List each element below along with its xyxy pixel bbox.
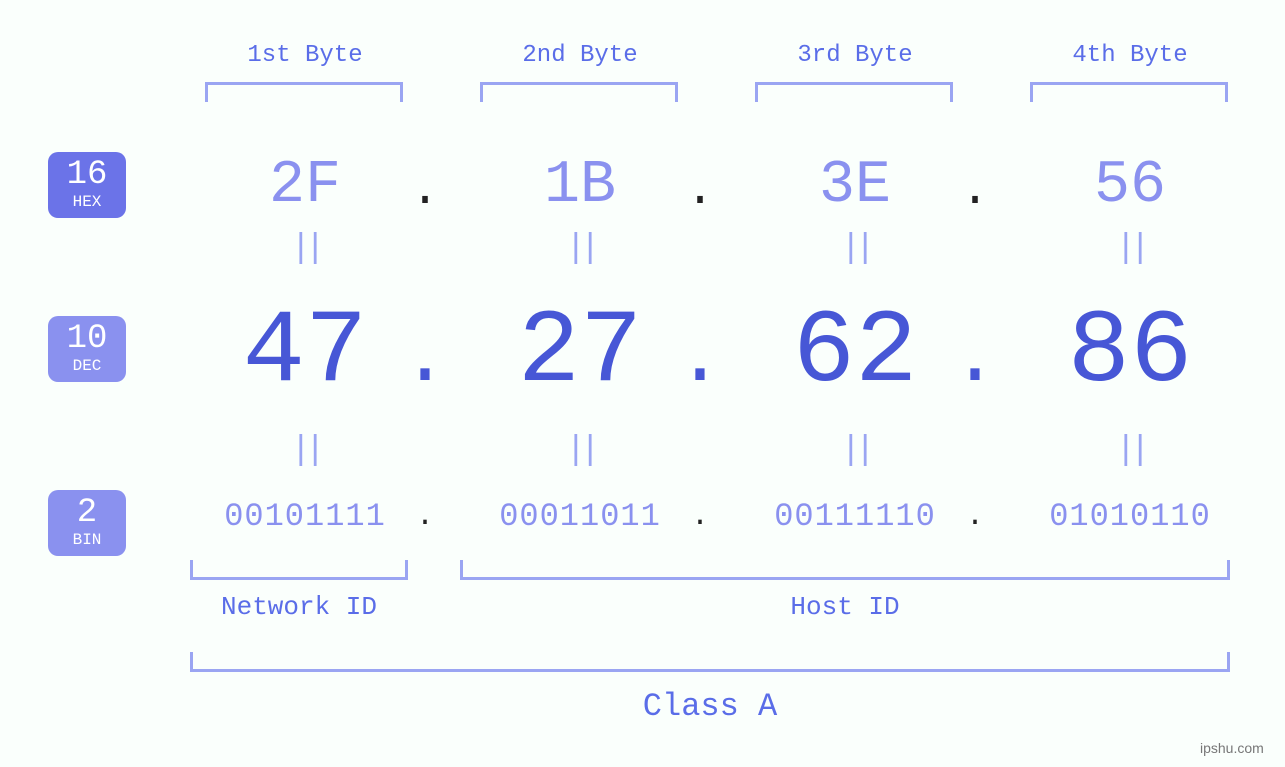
badge-dec: 10 DEC bbox=[48, 316, 126, 382]
bracket-byte-4 bbox=[1030, 82, 1228, 102]
bracket-byte-1 bbox=[205, 82, 403, 102]
badge-dec-num: 10 bbox=[48, 322, 126, 356]
hex-byte-4: 56 bbox=[1020, 152, 1240, 220]
dec-byte-2: 27 bbox=[470, 294, 690, 412]
eq-2-3: || bbox=[835, 432, 875, 470]
byte-label-2: 2nd Byte bbox=[470, 42, 690, 69]
bin-byte-1: 00101111 bbox=[185, 498, 425, 535]
eq-2-4: || bbox=[1110, 432, 1150, 470]
badge-hex-num: 16 bbox=[48, 158, 126, 192]
badge-bin-label: BIN bbox=[48, 532, 126, 548]
class-label: Class A bbox=[190, 688, 1230, 725]
dec-dot-2: . bbox=[670, 314, 730, 405]
eq-2-1: || bbox=[285, 432, 325, 470]
badge-hex-label: HEX bbox=[48, 194, 126, 210]
bin-byte-3: 00111110 bbox=[735, 498, 975, 535]
eq-1-2: || bbox=[560, 230, 600, 268]
dec-dot-1: . bbox=[395, 314, 455, 405]
bin-dot-3: . bbox=[945, 500, 1005, 534]
bracket-class bbox=[190, 652, 1230, 672]
bin-byte-4: 01010110 bbox=[1010, 498, 1250, 535]
eq-2-2: || bbox=[560, 432, 600, 470]
eq-1-1: || bbox=[285, 230, 325, 268]
dec-byte-4: 86 bbox=[1020, 294, 1240, 412]
badge-bin: 2 BIN bbox=[48, 490, 126, 556]
byte-label-4: 4th Byte bbox=[1020, 42, 1240, 69]
host-id-label: Host ID bbox=[460, 592, 1230, 622]
bracket-byte-2 bbox=[480, 82, 678, 102]
hex-byte-3: 3E bbox=[745, 152, 965, 220]
hex-byte-2: 1B bbox=[470, 152, 690, 220]
bin-dot-2: . bbox=[670, 500, 730, 534]
dec-byte-3: 62 bbox=[745, 294, 965, 412]
badge-bin-num: 2 bbox=[48, 496, 126, 530]
dec-byte-1: 47 bbox=[195, 294, 415, 412]
network-id-label: Network ID bbox=[190, 592, 408, 622]
bin-byte-2: 00011011 bbox=[460, 498, 700, 535]
dec-dot-3: . bbox=[945, 314, 1005, 405]
badge-dec-label: DEC bbox=[48, 358, 126, 374]
hex-dot-3: . bbox=[945, 164, 1005, 218]
bin-dot-1: . bbox=[395, 500, 455, 534]
watermark: ipshu.com bbox=[1200, 740, 1264, 756]
bracket-network-id bbox=[190, 560, 408, 580]
badge-hex: 16 HEX bbox=[48, 152, 126, 218]
eq-1-4: || bbox=[1110, 230, 1150, 268]
bracket-byte-3 bbox=[755, 82, 953, 102]
hex-dot-1: . bbox=[395, 164, 455, 218]
byte-label-3: 3rd Byte bbox=[745, 42, 965, 69]
eq-1-3: || bbox=[835, 230, 875, 268]
hex-dot-2: . bbox=[670, 164, 730, 218]
bracket-host-id bbox=[460, 560, 1230, 580]
hex-byte-1: 2F bbox=[195, 152, 415, 220]
byte-label-1: 1st Byte bbox=[195, 42, 415, 69]
